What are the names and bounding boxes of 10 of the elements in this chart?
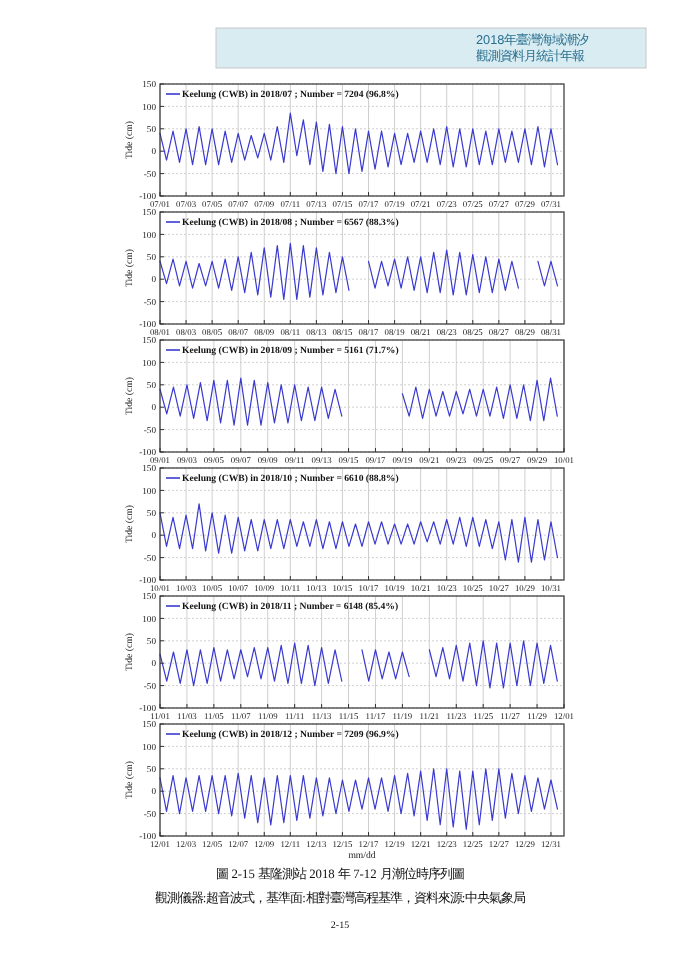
line-series (401, 377, 558, 422)
line-series (159, 768, 559, 830)
line-series (159, 377, 343, 426)
line-series (428, 640, 558, 689)
line-series (159, 112, 559, 175)
line-series (361, 649, 410, 682)
line-series (159, 642, 343, 687)
line-series (159, 503, 559, 563)
line-series (367, 249, 519, 296)
line-series (159, 242, 350, 300)
